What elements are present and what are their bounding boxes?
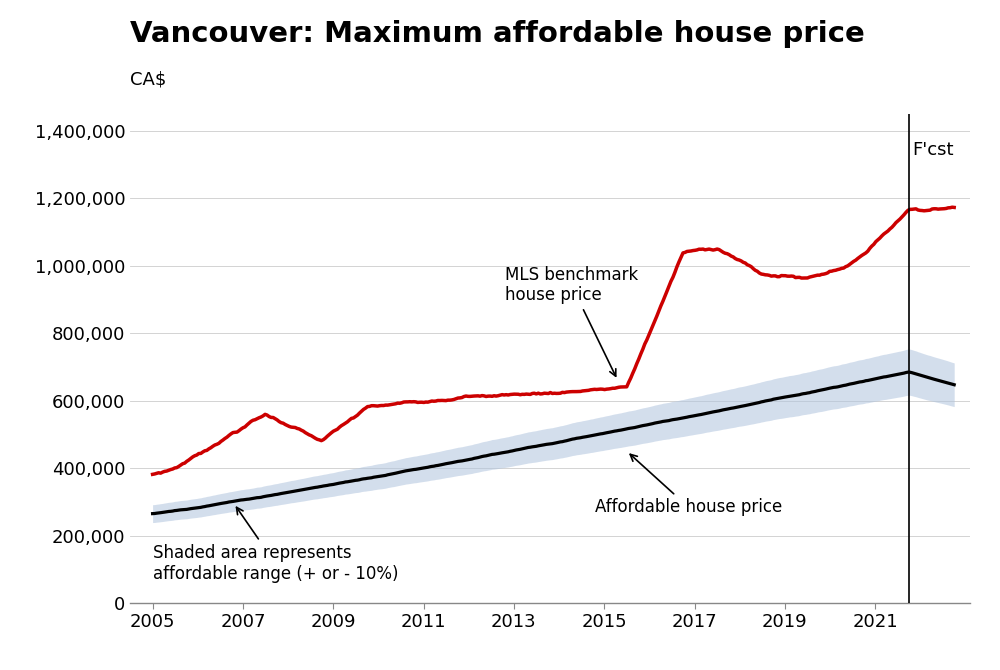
- Text: Affordable house price: Affordable house price: [595, 454, 782, 517]
- Text: F'cst: F'cst: [913, 141, 954, 159]
- Text: Shaded area represents
affordable range (+ or - 10%): Shaded area represents affordable range …: [153, 507, 398, 583]
- Text: Vancouver: Maximum affordable house price: Vancouver: Maximum affordable house pric…: [130, 20, 865, 48]
- Text: CA$: CA$: [130, 70, 166, 88]
- Text: MLS benchmark
house price: MLS benchmark house price: [505, 266, 638, 376]
